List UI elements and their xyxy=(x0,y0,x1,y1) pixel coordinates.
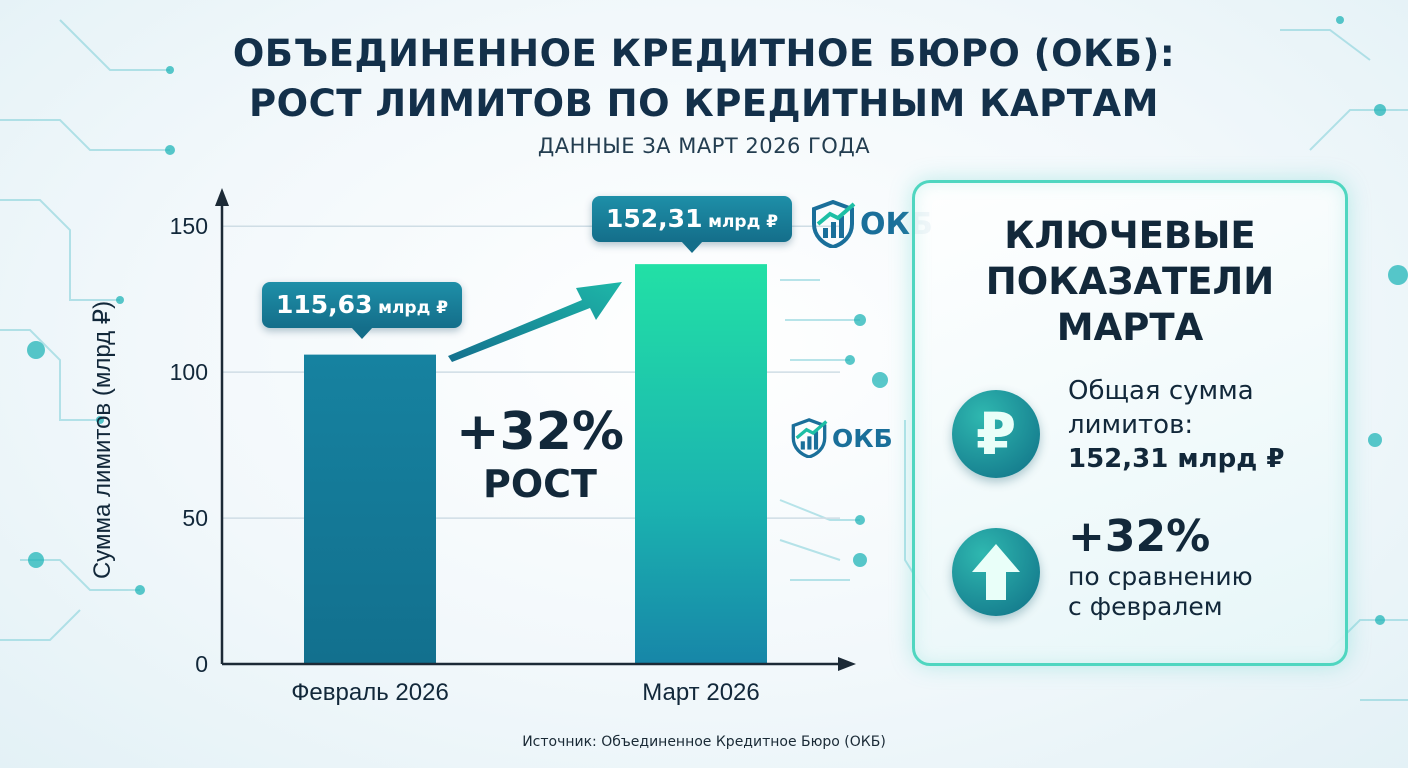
panel-title-line3: МАРТА xyxy=(1056,306,1204,349)
title-line1: ОБЪЕДИНЕННОЕ КРЕДИТНОЕ БЮРО (ОКБ): xyxy=(232,32,1176,75)
subtitle: ДАННЫЕ ЗА МАРТ 2026 ГОДА xyxy=(537,134,871,158)
kpi2-value: +32% xyxy=(1068,511,1211,562)
x-tick-label-mar: Март 2026 xyxy=(642,679,759,706)
y-axis-label: Сумма лимитов (млрд ₽) xyxy=(89,301,116,579)
growth-percent: +32% xyxy=(455,402,625,462)
shield-chart-icon xyxy=(812,200,856,248)
y-axis-arrow xyxy=(215,188,229,206)
data-label-mar-value: 152,31 xyxy=(606,204,703,233)
kpi2-label-line2: с февралем xyxy=(1068,592,1223,621)
y-tick-label: 100 xyxy=(170,359,208,385)
kpi-total-limits: Общая сумма лимитов: 152,31 млрд ₽ xyxy=(1068,374,1284,476)
y-tick-label: 150 xyxy=(170,213,208,239)
title-line2: РОСТ ЛИМИТОВ ПО КРЕДИТНЫМ КАРТАМ xyxy=(249,82,1159,125)
x-tick-label-feb: Февраль 2026 xyxy=(291,679,449,706)
data-label-mar: 152,31 млрд ₽ xyxy=(592,196,793,253)
kpi-growth: +32% по сравнению с февралем xyxy=(1068,512,1253,622)
panel-title-line2: ПОКАЗАТЕЛИ xyxy=(985,260,1275,303)
kpi1-label-line2: лимитов: xyxy=(1068,410,1194,440)
bar-feb xyxy=(304,354,436,664)
data-label-feb-unit: млрд ₽ xyxy=(378,298,449,318)
growth-annotation: +32% РОСТ xyxy=(440,402,640,506)
ruble-icon: ₽ xyxy=(952,390,1040,478)
okb-logo-small: ОКБ xyxy=(790,418,893,458)
shield-chart-icon xyxy=(791,418,828,458)
growth-label: РОСТ xyxy=(483,462,597,506)
panel-title-line1: КЛЮЧЕВЫЕ xyxy=(1004,214,1256,257)
okb-logo-small-text: ОКБ xyxy=(832,423,893,453)
data-label-feb: 115,63 млрд ₽ xyxy=(262,282,463,339)
source-note: Источник: Объединенное Кредитное Бюро (О… xyxy=(522,734,886,750)
data-label-mar-unit: млрд ₽ xyxy=(708,212,779,232)
arrow-up-icon xyxy=(952,528,1040,616)
kpi2-label-line1: по сравнению xyxy=(1068,562,1253,591)
x-axis-arrow xyxy=(838,657,856,671)
kpi1-label-line1: Общая сумма xyxy=(1068,376,1254,406)
bar-mar xyxy=(635,264,767,664)
kpi1-value: 152,31 млрд ₽ xyxy=(1068,444,1285,474)
data-label-feb-value: 115,63 xyxy=(276,290,373,319)
y-tick-label: 0 xyxy=(195,651,208,677)
y-tick-label: 50 xyxy=(182,505,208,531)
panel-title: КЛЮЧЕВЫЕ ПОКАЗАТЕЛИ МАРТА xyxy=(915,213,1345,351)
growth-arrow xyxy=(448,282,622,362)
